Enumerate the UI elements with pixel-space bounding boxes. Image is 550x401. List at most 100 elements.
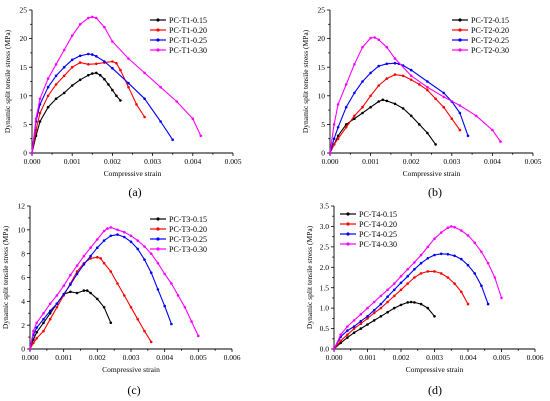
x-tick-label: 0.002 [104, 157, 121, 166]
data-point [466, 263, 470, 267]
data-point [446, 252, 450, 256]
data-point [460, 229, 463, 232]
x-tick-label: 0.003 [123, 353, 140, 362]
data-point [30, 151, 34, 155]
data-point [103, 25, 106, 29]
data-point [346, 336, 349, 339]
data-point [107, 83, 110, 86]
data-point [143, 245, 146, 248]
data-point [82, 254, 86, 258]
data-point [38, 97, 42, 100]
data-point [409, 74, 413, 78]
data-point [377, 84, 381, 87]
data-point [426, 306, 430, 310]
legend-marker [458, 18, 462, 22]
data-point [102, 229, 106, 233]
data-point [426, 245, 430, 249]
legend-label: PC-T3-0.15 [169, 215, 207, 224]
data-point [450, 117, 454, 120]
data-point [442, 91, 446, 95]
data-point [35, 337, 38, 340]
data-point [366, 315, 369, 318]
data-point [352, 319, 356, 322]
data-point [38, 120, 42, 123]
y-tick-label: 8 [21, 249, 25, 258]
panel-label: (a) [128, 185, 141, 199]
data-point [109, 226, 113, 229]
y-tick-label: 0 [23, 149, 27, 158]
data-point [123, 230, 126, 234]
data-point [85, 289, 89, 292]
data-point [159, 85, 162, 89]
legend-label: PC-T4-0.30 [359, 240, 397, 249]
y-tick-label: 1.0 [320, 304, 330, 313]
x-tick-label: 0.001 [55, 353, 72, 362]
data-point [127, 81, 130, 85]
legend-marker [156, 227, 160, 231]
series-markers-PC-T3-0.15 [28, 289, 113, 351]
series-markers-PC-T1-0.30 [30, 15, 203, 155]
data-point [453, 254, 456, 258]
data-point [473, 272, 477, 275]
series-line-PC-T3-0.25 [29, 234, 172, 350]
x-tick-label: 0.004 [156, 353, 173, 362]
data-point [406, 275, 410, 278]
data-point [418, 83, 421, 86]
data-point [344, 105, 348, 109]
data-point [129, 240, 133, 244]
legend-marker [458, 38, 462, 42]
data-point [143, 71, 146, 75]
data-point [359, 313, 363, 316]
series-markers-PC-T1-0.15 [30, 71, 122, 155]
data-point [399, 275, 403, 278]
series-markers-PC-T3-0.30 [28, 226, 200, 351]
legend-label: PC-T2-0.15 [471, 16, 509, 25]
data-point [372, 319, 376, 322]
data-point [48, 317, 52, 321]
panel-label: (b) [428, 185, 442, 199]
data-point [486, 261, 490, 265]
data-point [70, 65, 74, 69]
data-point [419, 253, 423, 257]
y-tick-label: 12 [18, 202, 26, 211]
data-point [379, 302, 383, 306]
data-point [359, 322, 363, 326]
legend-marker [156, 247, 160, 251]
data-point [78, 78, 82, 82]
x-tick-label: 0.003 [426, 353, 443, 362]
data-point [372, 308, 376, 312]
x-tick-label: 0.001 [362, 157, 379, 166]
series-markers-PC-T2-0.30 [328, 36, 502, 155]
data-point [95, 16, 98, 20]
series-line-PC-T2-0.30 [329, 36, 502, 154]
data-point [129, 306, 133, 309]
data-point [433, 270, 436, 273]
data-point [339, 333, 343, 337]
data-point [127, 57, 130, 60]
data-point [62, 74, 66, 78]
series-markers-PC-T3-0.25 [28, 233, 173, 351]
data-point [409, 68, 413, 72]
data-point [336, 126, 340, 129]
data-point [344, 83, 348, 86]
data-point [499, 140, 502, 143]
data-point [439, 252, 443, 256]
data-point [399, 288, 403, 292]
legend-label: PC-T1-0.30 [169, 46, 207, 55]
x-tick-label: 0.006 [527, 353, 544, 362]
data-point [442, 95, 446, 99]
data-point [419, 272, 423, 275]
data-point [54, 63, 58, 66]
data-point [352, 331, 356, 335]
data-point [328, 151, 332, 155]
data-point [409, 114, 413, 118]
data-point [69, 283, 72, 286]
data-point [433, 315, 436, 318]
data-point [352, 327, 356, 330]
y-axis-title: Dynamic split tensile stress (MPa) [301, 29, 310, 133]
series-markers-PC-T4-0.25 [332, 252, 490, 351]
data-point [419, 261, 423, 265]
legend-marker [458, 28, 462, 32]
